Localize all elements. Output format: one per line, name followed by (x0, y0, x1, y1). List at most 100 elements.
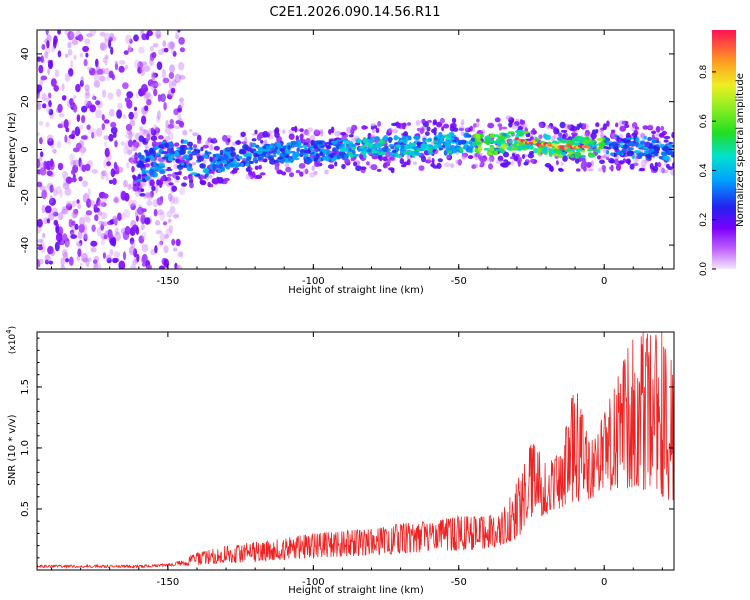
spectrogram-cell-758 (407, 122, 411, 126)
spectrogram-cell-396 (164, 125, 171, 135)
spectrogram-cell-2297 (165, 168, 173, 172)
spectrogram-cell-404 (101, 170, 107, 177)
spectrogram-cell-570 (109, 237, 116, 246)
spectrogram-cell-2188 (456, 146, 460, 151)
spectrogram-cell-2277 (433, 137, 438, 141)
spectrogram-cell-579 (78, 176, 83, 182)
spectrogram-cell-618 (91, 224, 96, 232)
colorbar-label: Normalized spectral amplitude (735, 73, 746, 227)
spectrogram-cell-428 (113, 216, 118, 225)
spectrogram-cell-1132 (436, 162, 442, 169)
spectrogram-cell-1438 (478, 155, 484, 160)
spectrogram-cell-423 (49, 184, 54, 193)
spectrogram-cell-494 (103, 32, 111, 42)
spectrogram-cell-1515 (473, 163, 479, 169)
spectrogram-cell-1472 (598, 127, 603, 133)
spectrogram-cell-118 (167, 124, 175, 129)
spectrogram-cell-1033 (455, 159, 460, 164)
spectrogram-cell-1002 (621, 120, 629, 125)
spectrogram-cell-2325 (333, 155, 338, 161)
spectrogram-cell-2419 (296, 147, 301, 152)
spectrogram-cell-2169 (143, 170, 152, 174)
spectrogram-cell-2397 (374, 150, 380, 154)
spectrogram-cell-1391 (386, 128, 393, 136)
spectrogram-cell-376 (85, 52, 89, 58)
spectrogram-cell-1848 (637, 153, 643, 159)
spectrogram-cell-2011 (197, 155, 205, 162)
snr-scale-factor: (x104) (5, 326, 18, 354)
spectrogram-cell-366 (80, 76, 84, 85)
spectrogram-panel: -150 -100 -50 0 -40 -20 0 20 40 Height of strai… (7, 29, 675, 296)
spectrogram-cell-165 (130, 203, 136, 211)
spectrogram-cell-557 (117, 102, 123, 110)
spectrogram-cell-284 (109, 219, 116, 225)
spectrogram-cell-625 (120, 190, 127, 201)
spectrogram-cell-290 (161, 68, 166, 79)
spectrogram-cell-536 (133, 106, 138, 112)
spectrogram-cell-13 (68, 218, 73, 228)
spectrogram-cell-1500 (213, 137, 217, 143)
spectrogram-cell-1038 (618, 120, 626, 127)
spectrogram-cell-1080 (519, 119, 524, 125)
spectrogram-cell-1495 (207, 181, 212, 188)
spectrogram-cell-238 (76, 199, 80, 204)
spectrogram-cell-2357 (427, 137, 433, 142)
spectrogram-cell-571 (127, 183, 132, 190)
spectrogram-cell-1414 (660, 125, 665, 131)
spectrogram-cell-967 (344, 158, 351, 165)
spectrogram-cell-1493 (340, 131, 347, 136)
spectrogram-cell-1004 (421, 127, 425, 134)
spectrogram-cell-22 (61, 206, 65, 215)
spectrogram-cell-20 (172, 79, 177, 87)
spectrogram-cell-244 (128, 111, 134, 120)
spectrogram-cell-314 (160, 195, 164, 202)
spectrogram-cell-1968 (248, 160, 253, 164)
spectrogram-cell-966 (489, 155, 495, 162)
spectrogram-cell-1579 (250, 142, 257, 148)
spectrogram-cell-212 (160, 93, 166, 103)
spectrogram-cell-1065 (373, 125, 378, 129)
spectrogram-cell-2281 (362, 137, 368, 144)
spectrogram-cell-328 (139, 129, 146, 136)
spectrogram-cell-2301 (199, 163, 206, 169)
spectrogram-cell-1447 (401, 122, 407, 127)
spectrogram-cell-1896 (366, 149, 372, 153)
spectrogram-cell-38 (48, 92, 52, 99)
spectrogram-cell-1261 (538, 121, 546, 126)
spectrogram-cell-1433 (458, 125, 465, 132)
spectrogram-cell-2431 (578, 136, 585, 142)
spectrogram-cell-1289 (175, 175, 180, 181)
spectrogram-cell-1223 (433, 127, 437, 132)
spectrogram-cell-1547 (192, 144, 198, 149)
spectrogram-cell-662 (304, 168, 309, 175)
spectrogram-cell-1224 (371, 154, 379, 159)
spectrogram-cell-1153 (216, 176, 224, 184)
spectrogram-cell-593 (39, 137, 43, 145)
spectrogram-cell-71 (37, 158, 41, 169)
spectrogram-cell-2370 (440, 136, 444, 142)
spectrogram-cell-432 (132, 199, 137, 206)
spectrogram-cell-271 (76, 241, 81, 247)
spectrogram-cell-1311 (274, 165, 280, 171)
spectrogram-cell-2124 (561, 151, 566, 156)
spectrogram-cell-68 (131, 132, 135, 137)
spectrogram-cell-1321 (191, 161, 196, 166)
spectrogram-cell-1544 (334, 161, 338, 167)
spectrogram-cell-1286 (256, 134, 262, 141)
spectrogram-cell-2338 (566, 154, 573, 157)
spectrogram-cell-1926 (240, 149, 247, 154)
spectrogram-cell-1411 (490, 154, 495, 161)
spectrogram-cell-640 (59, 190, 63, 198)
spectrogram-cell-268 (141, 262, 147, 267)
spectrogram-cell-2262 (591, 139, 597, 144)
spectrogram-cell-299 (93, 203, 98, 213)
spectrogram-cell-2368 (158, 162, 165, 167)
spectrogram-cell-24 (127, 47, 134, 53)
spectrogram-cell-637 (69, 98, 73, 106)
spectrogram-cell-1395 (458, 127, 464, 131)
spectrogram-cell-496 (154, 82, 162, 87)
spectrogram-cell-236 (80, 149, 85, 157)
spectrogram-cell-1077 (145, 192, 152, 198)
spectrogram-cell-1421 (244, 136, 248, 144)
spectrogram-cell-318 (150, 81, 156, 87)
